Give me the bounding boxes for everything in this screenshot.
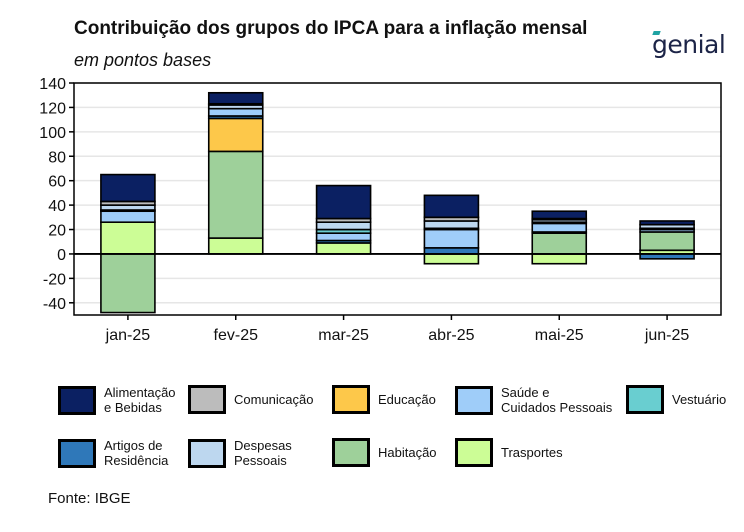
y-tick-label: 40 bbox=[48, 198, 66, 215]
bar-segment-educacao-fev-25 bbox=[207, 117, 264, 153]
bar-segment-habitacao-fev-25 bbox=[207, 150, 264, 239]
x-tick-label: mar-25 bbox=[318, 327, 369, 344]
bar-segment-saude-mar-25 bbox=[315, 232, 372, 242]
bar-segment-habitacao-mai-25 bbox=[531, 232, 588, 255]
chart-subtitle: em pontos bases bbox=[74, 50, 212, 70]
x-tick-label: jan-25 bbox=[105, 327, 151, 344]
bar-segment-alimentacao-jun-25 bbox=[639, 220, 695, 226]
y-tick-label: 0 bbox=[57, 247, 66, 264]
bar-segment-despesas-mar-25 bbox=[315, 221, 372, 231]
bar-segment-transportes-jan-25 bbox=[100, 221, 156, 255]
bar-segment-saude-abr-25 bbox=[423, 228, 480, 249]
logo-text: genial bbox=[652, 30, 726, 59]
bar-segment-alimentacao-mar-25 bbox=[315, 184, 372, 220]
y-tick-label: -40 bbox=[43, 296, 66, 313]
x-tick-label: abr-25 bbox=[428, 327, 474, 344]
bar-segment-transportes-mar-25 bbox=[315, 242, 372, 255]
bar-segment-saude-jan-25 bbox=[100, 210, 156, 223]
bar-segment-transportes-mai-25 bbox=[531, 253, 588, 265]
plot-frame bbox=[73, 82, 722, 316]
y-tick-label: 140 bbox=[39, 76, 66, 93]
bar-segment-saude-fev-25 bbox=[207, 107, 264, 117]
source-note: Fonte: IBGE bbox=[48, 490, 131, 507]
y-tick-label: -20 bbox=[43, 271, 66, 288]
y-tick-label: 80 bbox=[48, 149, 66, 166]
bar-segment-saude-mai-25 bbox=[531, 222, 588, 233]
chart-title: Contribuição dos grupos do IPCA para a i… bbox=[74, 18, 588, 39]
bar-segment-alimentacao-jan-25 bbox=[100, 173, 156, 203]
bar-segment-transportes-fev-25 bbox=[207, 237, 264, 255]
bar-segment-habitacao-jan-25 bbox=[100, 253, 156, 314]
genial-logo: genial bbox=[652, 30, 726, 59]
y-tick-label: 100 bbox=[39, 125, 66, 142]
bar-segment-habitacao-jun-25 bbox=[639, 231, 695, 252]
y-tick-label: 120 bbox=[39, 100, 66, 117]
y-tick-label: 20 bbox=[48, 223, 66, 240]
x-tick-label: fev-25 bbox=[214, 327, 259, 344]
bar-segment-alimentacao-fev-25 bbox=[207, 91, 264, 105]
bar-segment-transportes-abr-25 bbox=[423, 253, 480, 265]
bar-segment-alimentacao-mai-25 bbox=[531, 210, 588, 220]
bar-segment-artigos-abr-25 bbox=[423, 247, 480, 255]
y-tick-label: 60 bbox=[48, 174, 66, 191]
bar-segment-alimentacao-abr-25 bbox=[423, 194, 480, 219]
x-tick-label: mai-25 bbox=[535, 327, 584, 344]
x-tick-label: jun-25 bbox=[644, 327, 690, 344]
bar-segment-despesas-abr-25 bbox=[423, 220, 480, 230]
